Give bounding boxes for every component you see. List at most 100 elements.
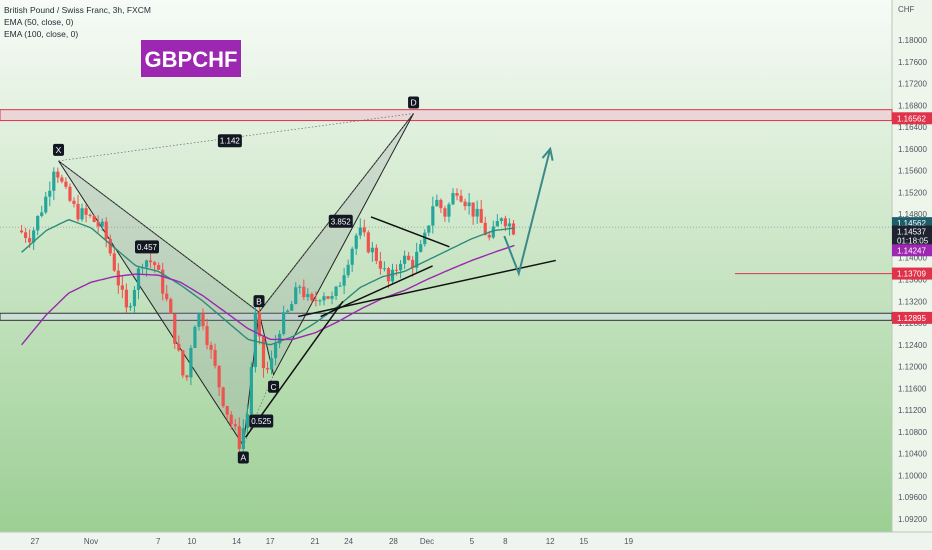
candle-bear (76, 203, 80, 220)
chart-legend: British Pound / Swiss Franc, 3h, FXCM EM… (4, 5, 151, 39)
candle-bull (306, 293, 310, 298)
price-tag-text: 1.12895 (897, 314, 926, 323)
pattern-labels-layer: X A B C D 1.142 0.457 0.525 3.852 (53, 96, 420, 464)
ratio-box (328, 214, 353, 228)
candle-bull (342, 275, 346, 286)
candle-bear (237, 426, 241, 449)
price-tick-label: 1.15200 (898, 188, 927, 197)
candle-bear (314, 300, 318, 302)
price-tick-label: 1.09600 (898, 493, 927, 502)
candle-bull (358, 227, 362, 236)
candle-bear (366, 232, 370, 253)
point-a-box (237, 451, 249, 464)
candle-bear (153, 262, 157, 265)
trend-resistance[interactable] (370, 216, 450, 248)
trend-support-mid[interactable] (320, 265, 433, 318)
price-tick-label: 1.10400 (898, 450, 927, 459)
indicator-ema100[interactable]: EMA (100, close, 0) (4, 29, 78, 39)
candle-bull (451, 193, 455, 205)
projection-arrow[interactable] (503, 148, 552, 277)
point-x-box (53, 143, 65, 156)
candle-bear (209, 344, 213, 350)
price-tick-label: 1.13200 (898, 297, 927, 306)
candle-bull (495, 221, 499, 227)
candle-bull (467, 202, 471, 207)
candle-bull (100, 221, 104, 227)
candle-bear (64, 181, 68, 187)
price-axis-background (892, 0, 932, 532)
candle-bear (161, 269, 165, 294)
candle-bull (507, 223, 512, 227)
price-tick-label: 1.17200 (898, 80, 927, 89)
candle-bear (265, 368, 270, 370)
candle-bull (245, 414, 249, 429)
candle-bull (499, 218, 503, 222)
price-tick-label: 1.17600 (898, 58, 927, 67)
candle-bear (72, 200, 76, 204)
candle-bear (92, 215, 96, 222)
point-x: X (53, 143, 65, 156)
zone-resistance (0, 109, 893, 122)
point-a-label: A (240, 453, 246, 463)
candle-bull (334, 286, 338, 297)
candle-bull (197, 313, 201, 327)
candle-bear (185, 375, 189, 378)
candle-bull (290, 304, 294, 311)
candle-bull (415, 251, 419, 268)
ratio-0.457: 0.457 (135, 240, 159, 254)
point-b-label: B (256, 296, 262, 306)
candle-bull (491, 226, 495, 238)
price-tag-support: 1.12895 (892, 311, 932, 324)
candle-bear (374, 247, 378, 261)
candle-bear (378, 260, 383, 269)
ratio-label: 0.457 (137, 243, 158, 252)
candle-bear (487, 234, 491, 238)
candle-bear (108, 238, 112, 254)
candle-bear (173, 313, 177, 344)
symbol-badge-text: GBPCHF (145, 47, 238, 72)
price-tick-label: 1.18000 (898, 36, 927, 45)
price-tick-label: 1.14000 (898, 254, 927, 263)
candle-bull (350, 248, 354, 265)
candle-bull (419, 244, 423, 252)
zone-support (0, 312, 893, 321)
time-tick-label: 10 (187, 537, 196, 546)
price-tag-text: 1.14562 (897, 219, 926, 228)
price-tick-label: 1.16000 (898, 145, 927, 154)
candle-bull (132, 289, 137, 307)
candle-bull (36, 215, 40, 231)
point-d-box (408, 96, 420, 109)
price-axis[interactable]: 1.09200 1.09600 1.10000 1.10400 1.10800 1.112… (892, 36, 932, 524)
harmonic-pattern (58, 113, 415, 447)
ema50-line (21, 219, 515, 346)
time-axis[interactable]: 27 Nov 7 10 14 17 21 24 28 Dec 5 8 12 15 19 (31, 537, 634, 546)
ratio-0.525: 0.525 (249, 414, 274, 428)
price-tag-ema100: 1.14247 (892, 244, 932, 257)
candle-bear (443, 208, 447, 217)
price-tag-bg (892, 234, 932, 247)
candle-bear (407, 255, 411, 260)
price-tag-bg (892, 311, 932, 324)
candle-bear (225, 406, 229, 415)
candle-bear (257, 313, 262, 337)
price-tick-label: 1.12000 (898, 363, 927, 372)
point-d: D (408, 96, 420, 109)
point-c-box (268, 380, 280, 393)
candle-bear (88, 214, 92, 216)
candle-bull (193, 326, 197, 348)
time-tick-label: 19 (624, 537, 633, 546)
candle-bull (475, 208, 479, 217)
candle-bear (233, 424, 237, 427)
candle-bear (181, 350, 185, 376)
candle-bear (116, 270, 120, 286)
point-c: C (268, 380, 280, 393)
candle-bear (201, 313, 205, 327)
candle-bear (261, 336, 266, 369)
candle-bear (112, 253, 116, 271)
time-tick-label: 27 (31, 537, 40, 546)
candle-bear (221, 387, 225, 407)
price-tick-label: 1.16800 (898, 101, 927, 110)
candle-bull (144, 260, 149, 268)
indicator-ema50[interactable]: EMA (50, close, 0) (4, 17, 74, 27)
